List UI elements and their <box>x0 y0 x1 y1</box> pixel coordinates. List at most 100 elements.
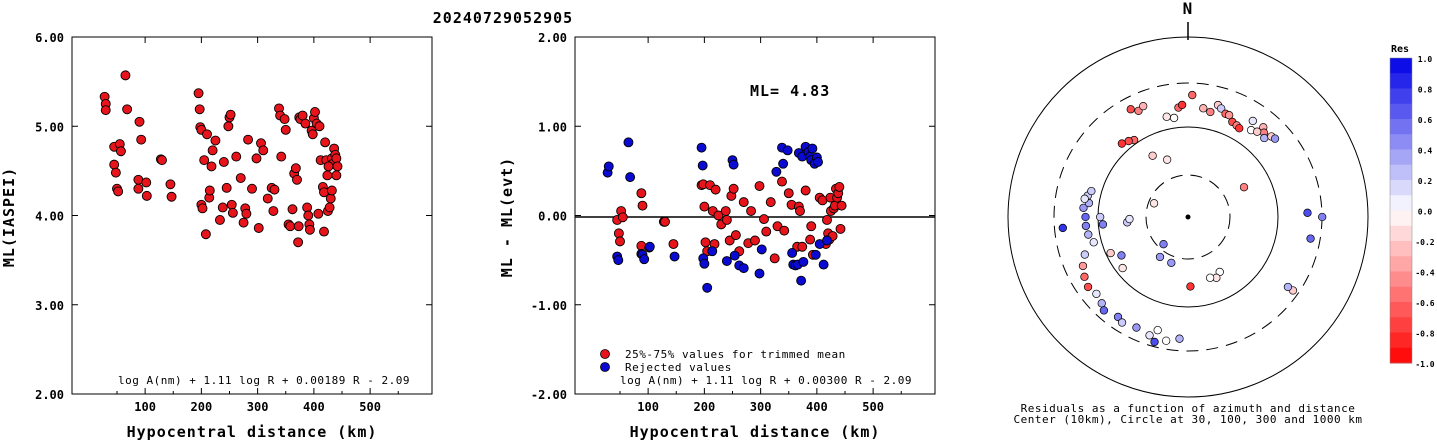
data-point <box>218 156 229 167</box>
rejected-point <box>810 249 821 260</box>
trimmed-point <box>805 234 816 245</box>
data-point <box>115 146 126 157</box>
data-point <box>251 153 262 164</box>
trimmed-point <box>777 176 787 187</box>
station-marker <box>1248 116 1257 126</box>
station-marker <box>1083 282 1093 292</box>
trimmed-point <box>750 235 760 246</box>
legend-rejected-label: Rejected values <box>625 361 732 374</box>
station-marker <box>1159 240 1168 249</box>
x-tick-label: 300 <box>750 400 772 414</box>
colorbar-cells <box>1389 57 1413 364</box>
x-axis-label: Hypocentral distance (km) <box>630 423 881 441</box>
rejected-point <box>771 166 782 177</box>
station-marker <box>1117 318 1127 327</box>
x-tick-label: 200 <box>694 400 716 414</box>
residual-colorbar: Res 1.0 0.8 0.6 0.4 0.2 0.0 -0.2 -0.4 -0.6 -0.8 -1… <box>1389 44 1435 369</box>
station-marker <box>1260 133 1269 143</box>
station-marker <box>1149 199 1159 208</box>
station-marker <box>1199 104 1208 113</box>
station-marker <box>1080 250 1089 259</box>
data-point <box>134 116 145 127</box>
data-point <box>243 134 254 145</box>
ml-vs-distance-panel: 100 200 300 400 500 2.00 3.00 4.00 5.00 6.00 log … <box>0 31 433 441</box>
colorbar-cell <box>1390 164 1412 181</box>
ring-1000km <box>1007 36 1369 398</box>
rejected-point <box>721 256 732 266</box>
trimmed-point <box>728 183 739 194</box>
station-marker <box>1235 124 1244 133</box>
data-point <box>293 237 304 248</box>
colorbar-ticks: 1.0 0.8 0.6 0.4 0.2 0.0 -0.2 -0.4 -0.6 -0.8 -1.0 <box>1415 55 1434 369</box>
data-point <box>210 135 221 146</box>
station-marker <box>1153 325 1162 335</box>
y-tick-label: -1.00 <box>531 299 567 313</box>
station-marker <box>1092 289 1101 299</box>
station-marker <box>1150 337 1159 347</box>
axis-ticks: 100 200 300 400 500 2.00 3.00 4.00 5.00 6.00 <box>35 31 432 414</box>
trimmed-point <box>660 216 670 227</box>
y-tick-label: 2.00 <box>35 388 64 402</box>
rejected-point <box>756 244 767 255</box>
trimmed-point <box>806 221 817 232</box>
trimmed-point <box>636 188 647 199</box>
colorbar-tick-label: 0.6 <box>1418 116 1433 125</box>
data-point <box>326 185 337 196</box>
station-marker <box>1145 331 1154 340</box>
trimmed-point <box>637 200 648 211</box>
data-point <box>280 124 291 135</box>
data-point <box>197 203 208 214</box>
station-marker <box>1087 186 1096 196</box>
rejected-point <box>738 263 749 274</box>
ml-annotation: ML= 4.83 <box>750 82 830 100</box>
legend-marker-rejected <box>600 362 610 372</box>
colorbar-tick-label: -0.8 <box>1415 330 1434 339</box>
station-marker <box>1096 212 1105 222</box>
data-point <box>310 107 320 117</box>
station-marker <box>1126 105 1135 114</box>
data-point <box>226 199 237 210</box>
trimmed-point <box>835 223 846 234</box>
colorbar-cell <box>1390 302 1412 318</box>
rejected-point <box>813 156 823 167</box>
y-tick-label: 6.00 <box>35 31 64 45</box>
data-point <box>202 129 212 140</box>
rejected-point <box>625 172 636 183</box>
station-marker <box>1078 261 1088 271</box>
rejected-point <box>822 235 832 246</box>
data-point <box>331 170 342 181</box>
station-marker <box>1084 230 1093 239</box>
trimmed-point <box>700 237 711 248</box>
data-point <box>120 70 131 81</box>
station-marker <box>1177 100 1187 110</box>
station-marker <box>1252 127 1262 136</box>
trimmed-point <box>710 184 721 195</box>
colorbar-tick-label: 0.8 <box>1418 86 1433 95</box>
data-point <box>194 104 205 115</box>
colorbar-tick-label: 1.0 <box>1418 55 1433 64</box>
colorbar-cell <box>1390 241 1412 257</box>
trimmed-point <box>834 181 845 192</box>
trimmed-point <box>797 241 808 252</box>
trimmed-point <box>822 215 832 225</box>
colorbar-cell <box>1390 73 1412 89</box>
data-point <box>113 186 124 197</box>
x-tick-label: 300 <box>247 400 269 414</box>
station-marker <box>1167 258 1176 268</box>
rejected-point <box>697 160 708 171</box>
station-marker <box>1117 139 1127 148</box>
trimmed-point <box>724 235 735 246</box>
x-tick-label: 200 <box>191 400 213 414</box>
rejected-point <box>623 137 634 148</box>
data-point <box>285 221 296 232</box>
station-marker <box>1117 251 1126 260</box>
station-marker <box>1162 336 1171 345</box>
data-point <box>136 134 147 145</box>
colorbar-cell <box>1390 149 1412 166</box>
colorbar-cell <box>1390 134 1412 150</box>
trimmed-point <box>730 230 741 241</box>
rejected-point <box>778 158 789 169</box>
legend-marker-trimmed <box>600 349 610 359</box>
station-marker <box>1139 101 1148 111</box>
station-marker <box>1098 220 1108 229</box>
